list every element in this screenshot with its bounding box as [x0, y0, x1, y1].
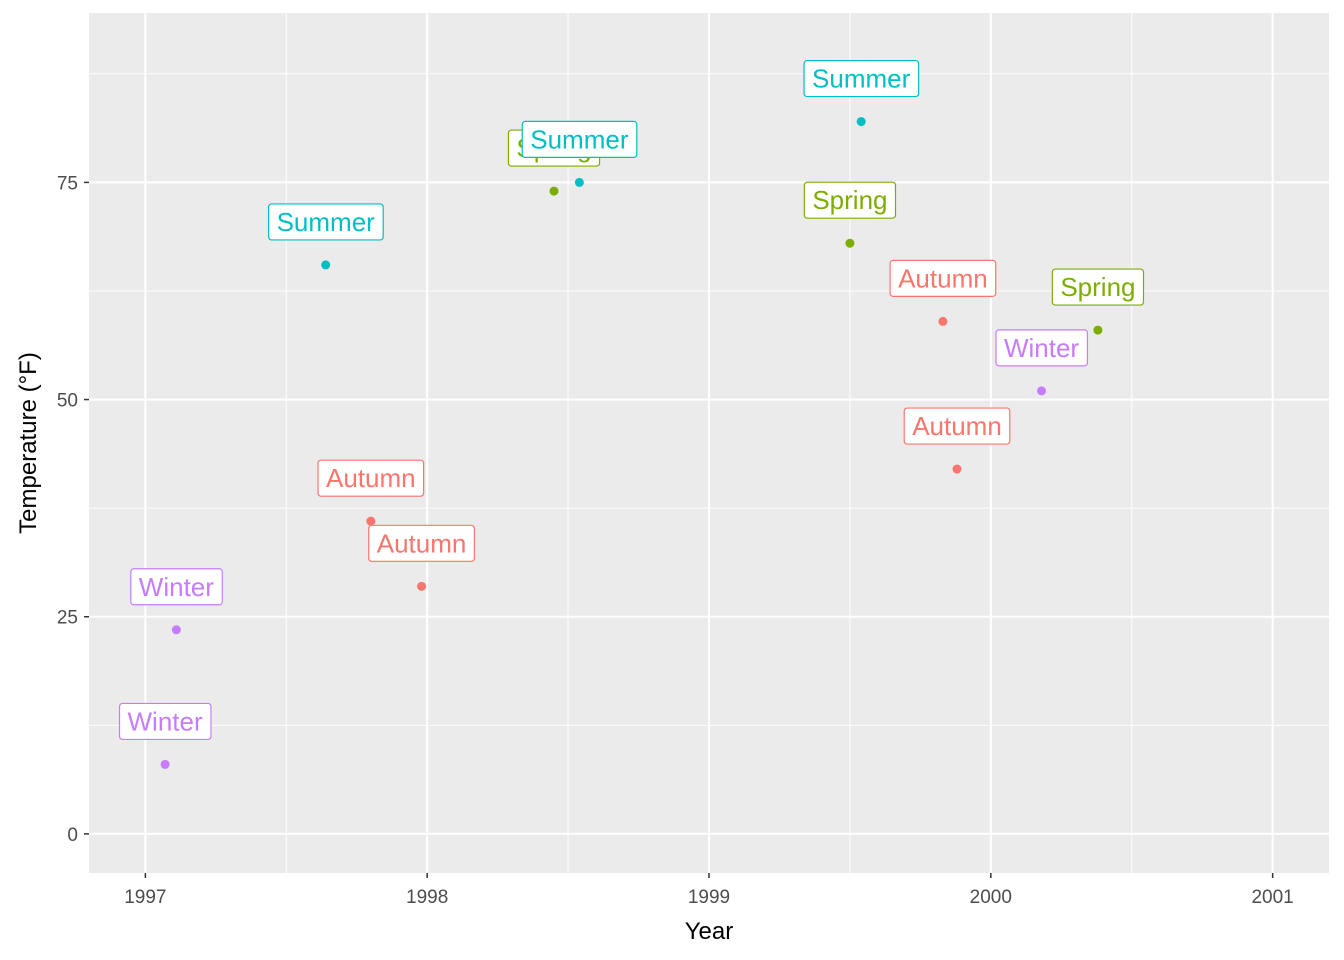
- y-axis-title: Temperature (°F): [15, 352, 42, 534]
- point-labels: Winter Winter Summer Autumn Autumn Spring Summ…: [118, 59, 1145, 741]
- y-tick-label: 25: [57, 608, 78, 629]
- point-label-text: Spring: [1060, 272, 1135, 302]
- y-tick-label: 0: [67, 825, 78, 846]
- point-label-text: Winter: [1004, 333, 1079, 363]
- data-point-spring: [1093, 325, 1103, 335]
- point-label-text: Summer: [277, 207, 376, 237]
- x-tick-label: 2001: [1251, 887, 1293, 908]
- point-label-box: [803, 59, 920, 98]
- x-axis: 1997 1998 1999 2000 2001: [124, 873, 1294, 908]
- point-label-text: Autumn: [326, 463, 416, 493]
- y-tick-label: 50: [57, 391, 78, 412]
- data-point-summer: [321, 260, 331, 270]
- point-label-spring: Spring: [803, 181, 897, 219]
- point-label-box: [889, 259, 997, 297]
- data-point-summer: [574, 177, 584, 187]
- point-label-winter: Winter: [130, 568, 223, 606]
- data-point-autumn: [938, 316, 948, 326]
- data-point-summer: [856, 117, 866, 127]
- point-label-summer: Summer: [521, 120, 638, 158]
- point-label-box: [268, 203, 384, 241]
- x-tick-label: 1998: [406, 887, 448, 908]
- point-label-text: Summer: [812, 64, 911, 94]
- point-label-box: [1051, 268, 1145, 306]
- point-label-text: Summer: [530, 124, 629, 154]
- point-label-summer: Summer: [803, 59, 920, 98]
- data-point-autumn: [366, 516, 376, 526]
- point-label-box: [995, 329, 1089, 367]
- point-label-box: [903, 407, 1011, 445]
- point-label-winter: Winter: [118, 702, 212, 741]
- y-axis: 0 25 50 75: [57, 173, 89, 846]
- x-tick-label: 1999: [688, 887, 730, 908]
- point-label-text: Autumn: [912, 411, 1002, 441]
- grid-major: [89, 13, 1329, 873]
- data-point-winter: [1037, 386, 1047, 396]
- data-point-spring: [845, 238, 855, 248]
- point-label-box: [317, 459, 425, 497]
- point-label-box: [803, 181, 897, 219]
- data-point-winter: [160, 759, 170, 769]
- y-tick-label: 75: [57, 173, 78, 194]
- data-point-autumn: [417, 581, 427, 591]
- point-label-text: Autumn: [377, 528, 467, 558]
- point-label-text: Spring: [812, 185, 887, 215]
- point-label-spring: Spring: [1051, 268, 1145, 306]
- point-label-box: [118, 702, 212, 741]
- x-tick-label: 1997: [124, 887, 166, 908]
- point-label-summer: Summer: [268, 203, 384, 241]
- point-label-text: Winter: [139, 572, 214, 602]
- data-point-autumn: [952, 464, 962, 474]
- point-label-box: [521, 120, 638, 158]
- x-tick-label: 2000: [970, 887, 1012, 908]
- point-label-autumn: Autumn: [368, 524, 475, 562]
- point-label-autumn: Autumn: [317, 459, 425, 497]
- data-points: [160, 117, 1103, 769]
- point-label-text: Autumn: [898, 263, 988, 293]
- data-point-winter: [171, 625, 181, 635]
- data-point-spring: [549, 186, 559, 196]
- point-label-text: Winter: [128, 706, 203, 736]
- point-label-box: [130, 568, 223, 606]
- point-label-winter: Winter: [995, 329, 1089, 367]
- point-label-autumn: Autumn: [889, 259, 997, 297]
- x-axis-title: Year: [685, 918, 734, 945]
- point-label-box: [368, 524, 475, 562]
- point-label-autumn: Autumn: [903, 407, 1011, 445]
